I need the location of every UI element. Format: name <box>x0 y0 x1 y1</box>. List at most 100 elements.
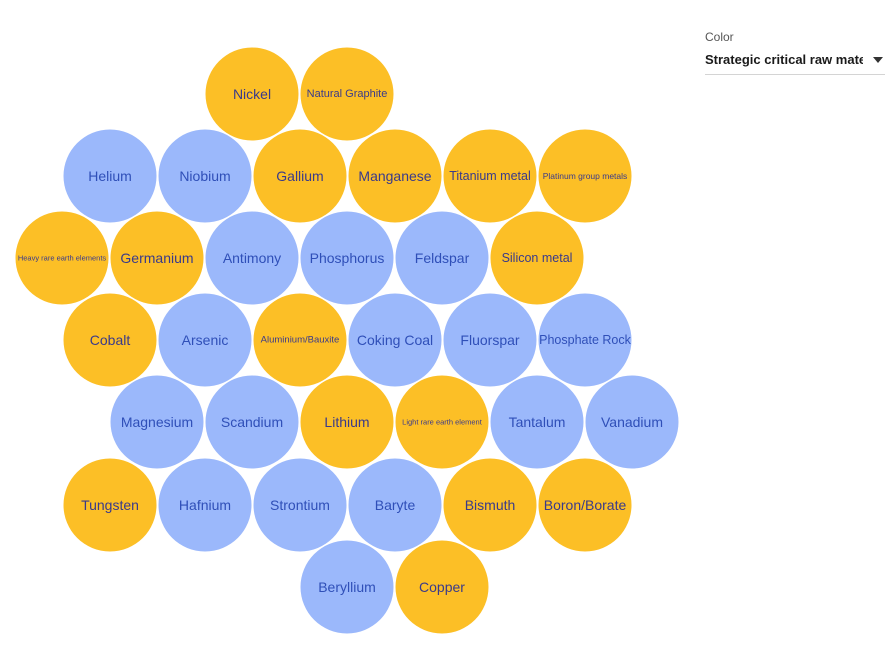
bubble-label: Lithium <box>324 414 369 430</box>
bubble[interactable]: Silicon metal <box>490 211 584 305</box>
bubble-circle[interactable] <box>490 211 584 305</box>
bubble[interactable]: Platinum group metals <box>538 129 632 223</box>
bubble[interactable]: Germanium <box>110 211 204 305</box>
bubble-circle[interactable] <box>110 375 204 469</box>
bubble-label: Phosphorus <box>310 250 385 266</box>
bubble-circle[interactable] <box>253 293 347 387</box>
bubble-circle[interactable] <box>538 458 632 552</box>
bubble-circle[interactable] <box>300 540 394 634</box>
bubble-label: Baryte <box>375 497 416 513</box>
bubble[interactable]: Phosphate Rock <box>538 293 632 387</box>
bubble[interactable]: Strontium <box>253 458 347 552</box>
bubble-circle[interactable] <box>395 211 489 305</box>
bubble[interactable]: Manganese <box>348 129 442 223</box>
bubble-circle[interactable] <box>205 375 299 469</box>
bubble-label: Cobalt <box>90 332 131 348</box>
bubble-circle[interactable] <box>158 458 252 552</box>
bubble[interactable]: Gallium <box>253 129 347 223</box>
bubble-circle[interactable] <box>205 211 299 305</box>
bubble-circle[interactable] <box>63 458 157 552</box>
bubble-circle[interactable] <box>395 540 489 634</box>
bubble-label: Platinum group metals <box>543 171 628 181</box>
color-select[interactable]: Strategic critical raw materials <box>705 50 885 75</box>
bubble-label: Boron/Borate <box>544 497 627 513</box>
bubble-label: Arsenic <box>182 332 229 348</box>
bubble-label: Silicon metal <box>502 251 573 265</box>
bubble[interactable]: Arsenic <box>158 293 252 387</box>
bubble-label: Titanium metal <box>449 169 531 183</box>
color-control-label: Color <box>705 30 734 44</box>
bubble-circle[interactable] <box>63 293 157 387</box>
bubble[interactable]: Coking Coal <box>348 293 442 387</box>
bubble[interactable]: Bismuth <box>443 458 537 552</box>
bubble[interactable]: Beryllium <box>300 540 394 634</box>
bubble[interactable]: Lithium <box>300 375 394 469</box>
bubble-label: Vanadium <box>601 414 663 430</box>
bubble-circle[interactable] <box>300 375 394 469</box>
bubble-circle[interactable] <box>300 211 394 305</box>
bubble[interactable]: Feldspar <box>395 211 489 305</box>
bubble-label: Beryllium <box>318 579 376 595</box>
bubble-label: Copper <box>419 579 465 595</box>
bubble-circle[interactable] <box>348 458 442 552</box>
bubble-circle[interactable] <box>538 293 632 387</box>
bubble[interactable]: Light rare earth element <box>395 375 489 469</box>
bubble-label: Hafnium <box>179 497 231 513</box>
bubble[interactable]: Fluorspar <box>443 293 537 387</box>
bubble-label: Heavy rare earth elements <box>18 254 107 263</box>
bubble[interactable]: Aluminium/Bauxite <box>253 293 347 387</box>
bubble[interactable]: Helium <box>63 129 157 223</box>
bubble-label: Tungsten <box>81 497 139 513</box>
bubble-circle[interactable] <box>205 47 299 141</box>
bubble-label: Gallium <box>276 168 323 184</box>
bubble-circle[interactable] <box>348 129 442 223</box>
bubble[interactable]: Heavy rare earth elements <box>15 211 109 305</box>
bubble-label: Light rare earth element <box>402 418 483 427</box>
bubble[interactable]: Boron/Borate <box>538 458 632 552</box>
bubble[interactable]: Tantalum <box>490 375 584 469</box>
bubble-label: Feldspar <box>415 250 470 266</box>
bubble-circle[interactable] <box>443 293 537 387</box>
bubble-circle[interactable] <box>253 458 347 552</box>
bubble[interactable]: Phosphorus <box>300 211 394 305</box>
bubble-circle[interactable] <box>158 129 252 223</box>
color-select-value: Strategic critical raw materials <box>705 52 863 67</box>
bubble-circle[interactable] <box>443 458 537 552</box>
bubble-circle[interactable] <box>395 375 489 469</box>
bubble-circle[interactable] <box>443 129 537 223</box>
bubble-label: Niobium <box>179 168 230 184</box>
bubble[interactable]: Magnesium <box>110 375 204 469</box>
bubble-circle[interactable] <box>158 293 252 387</box>
bubble-label: Natural Graphite <box>307 88 388 100</box>
bubble-circle[interactable] <box>490 375 584 469</box>
bubble[interactable]: Tungsten <box>63 458 157 552</box>
bubble-label: Bismuth <box>465 497 516 513</box>
bubble-circle[interactable] <box>110 211 204 305</box>
bubble[interactable]: Cobalt <box>63 293 157 387</box>
bubble-label: Fluorspar <box>460 332 519 348</box>
bubble-label: Magnesium <box>121 414 193 430</box>
chevron-down-icon[interactable] <box>873 57 883 63</box>
bubble[interactable]: Baryte <box>348 458 442 552</box>
bubble[interactable]: Antimony <box>205 211 299 305</box>
bubble-circle[interactable] <box>538 129 632 223</box>
bubble-label: Coking Coal <box>357 332 433 348</box>
bubble[interactable]: Hafnium <box>158 458 252 552</box>
bubble[interactable]: Niobium <box>158 129 252 223</box>
bubble-label: Aluminium/Bauxite <box>261 335 340 346</box>
bubble-circle[interactable] <box>253 129 347 223</box>
bubble[interactable]: Titanium metal <box>443 129 537 223</box>
bubble-label: Germanium <box>120 250 193 266</box>
bubble[interactable]: Vanadium <box>585 375 679 469</box>
bubble-circle[interactable] <box>15 211 109 305</box>
bubble[interactable]: Copper <box>395 540 489 634</box>
bubble-circle[interactable] <box>348 293 442 387</box>
bubble-label: Strontium <box>270 497 330 513</box>
bubble-circle[interactable] <box>63 129 157 223</box>
bubble[interactable]: Natural Graphite <box>300 47 394 141</box>
bubble-circle[interactable] <box>585 375 679 469</box>
bubble[interactable]: Scandium <box>205 375 299 469</box>
bubble-circle[interactable] <box>300 47 394 141</box>
bubble[interactable]: Nickel <box>205 47 299 141</box>
